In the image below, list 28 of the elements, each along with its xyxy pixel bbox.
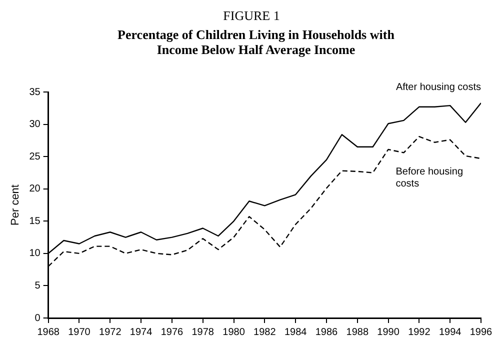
x-tick-label: 1986 — [315, 326, 338, 338]
y-tick-label: 15 — [29, 216, 41, 227]
x-tick-label: 1974 — [130, 326, 153, 338]
x-tick-label: 1988 — [346, 326, 369, 338]
x-tick-label: 1982 — [254, 326, 276, 338]
x-tick-label: 1978 — [192, 326, 214, 338]
chart-subtitle: Percentage of Children Living in Households with Income Below Half Average Income — [116, 27, 396, 57]
x-tick-label: 1990 — [377, 326, 400, 338]
chart-title: FIGURE 1 — [222, 8, 281, 24]
y-tick-label: 30 — [29, 119, 41, 130]
y-tick-label: 20 — [29, 184, 41, 195]
x-tick-label: 1992 — [408, 326, 431, 338]
y-tick-label: 25 — [29, 151, 41, 162]
y-tick-label: 0 — [34, 312, 41, 324]
x-tick-label: 1980 — [222, 326, 246, 338]
x-tick-label: 1984 — [284, 326, 308, 338]
x-tick-label: 1996 — [470, 326, 493, 338]
x-tick-label: 1968 — [37, 326, 60, 338]
x-tick-label: 1970 — [68, 326, 91, 338]
series-label: Before housing costs — [396, 166, 464, 190]
x-tick-label: 1994 — [438, 326, 462, 338]
y-tick-label: 10 — [29, 248, 41, 260]
x-tick-label: 1972 — [99, 326, 122, 338]
y-tick-label: 35 — [29, 86, 41, 98]
y-axis-title: Per cent — [10, 184, 22, 226]
y-tick-label: 5 — [34, 280, 41, 292]
x-tick-label: 1976 — [160, 326, 184, 338]
series-label: After housing costs — [396, 82, 481, 93]
